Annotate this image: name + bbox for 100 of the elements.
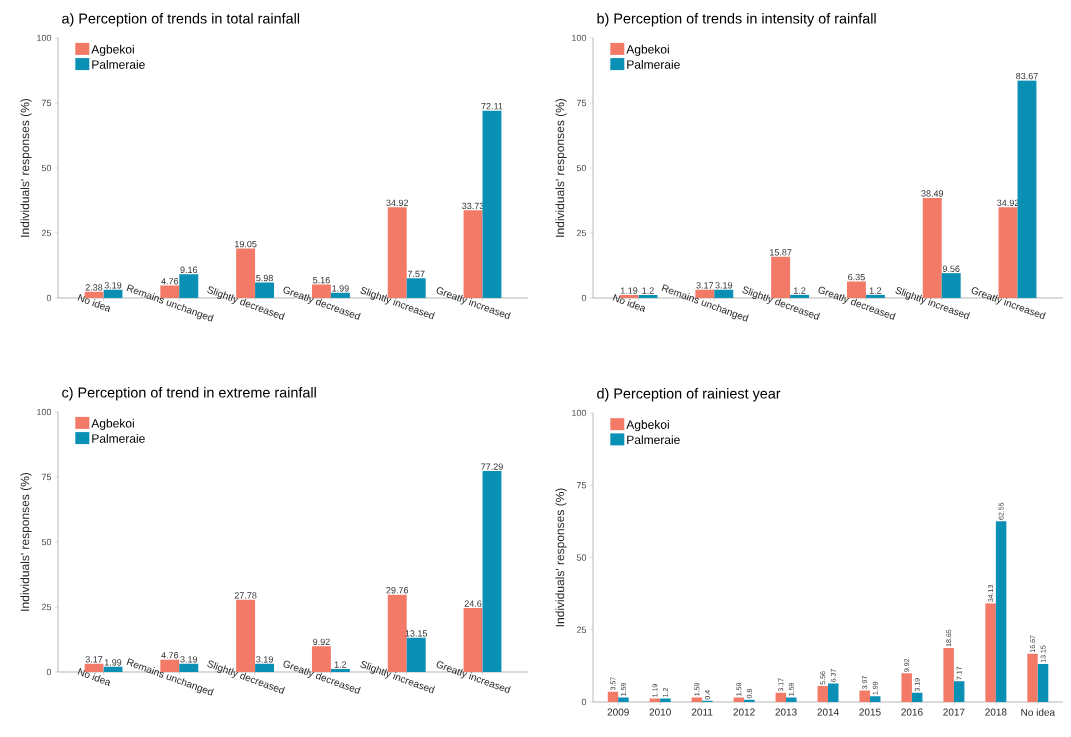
- legend-label: Palmeraie: [92, 60, 145, 69]
- bar: [406, 278, 426, 298]
- y-tick-label: 75: [41, 99, 52, 107]
- bar: [714, 289, 734, 298]
- y-tick-label: 0: [581, 698, 587, 706]
- data-label: 1.99: [332, 285, 349, 292]
- data-label: 7.57: [407, 270, 425, 278]
- x-tick-label: 2012: [733, 708, 755, 716]
- bar: [985, 603, 996, 702]
- bar: [255, 663, 275, 672]
- bar: [901, 673, 912, 702]
- data-label: 72.11: [481, 103, 503, 110]
- data-label: 3.19: [715, 282, 733, 289]
- bar: [1027, 653, 1038, 702]
- bar: [828, 683, 839, 702]
- bar: [179, 663, 199, 672]
- data-label: 83.67: [1016, 72, 1038, 80]
- bar: [482, 471, 502, 672]
- y-tick-label: 50: [41, 164, 52, 172]
- data-label: 5.16: [313, 277, 330, 284]
- x-tick-label: No idea: [612, 294, 645, 313]
- bar: [179, 274, 199, 298]
- y-tick-label: 0: [46, 668, 52, 676]
- y-tick-label: 100: [572, 34, 587, 42]
- legend-label: Palmeraie: [627, 60, 680, 69]
- bar: [660, 698, 671, 702]
- bar: [330, 292, 350, 298]
- x-tick-label: 2016: [901, 708, 923, 716]
- data-label: 3.19: [256, 656, 273, 663]
- bar: [618, 697, 629, 702]
- bar: [1017, 80, 1037, 298]
- bar: [406, 637, 426, 672]
- bar: [911, 692, 923, 702]
- bar: [103, 666, 123, 672]
- x-tick-label: 2015: [859, 708, 881, 716]
- y-tick-label: 25: [576, 229, 587, 237]
- y-tick-label: 25: [576, 626, 587, 633]
- data-label: 5.98: [256, 274, 273, 282]
- data-label: 1.19: [620, 287, 638, 294]
- legend-label: Palmeraie: [92, 434, 145, 443]
- data-label: 4.76: [161, 652, 179, 659]
- y-tick-label: 100: [37, 408, 52, 416]
- y-axis-title: Individuals' responses (%): [555, 98, 567, 237]
- bar: [330, 668, 350, 672]
- bar: [953, 681, 965, 702]
- x-tick-label: No idea: [1021, 708, 1056, 716]
- legend-label: Agbekoi: [626, 44, 669, 56]
- bar: [817, 685, 829, 702]
- bar: [943, 648, 954, 702]
- bar: [607, 691, 619, 702]
- y-axis-title: Individuals' responses (%): [20, 472, 32, 611]
- data-label: 27.78: [234, 592, 257, 599]
- bar: [995, 521, 1007, 702]
- x-tick-label: 2011: [691, 708, 713, 716]
- x-tick-label: No idea: [77, 294, 110, 313]
- bar: [771, 256, 791, 298]
- bar: [775, 692, 787, 702]
- legend-label: Agbekoi: [91, 418, 134, 430]
- bar: [103, 289, 123, 298]
- y-tick-label: 75: [576, 99, 587, 107]
- data-label: 29.76: [386, 587, 409, 594]
- legend-label: Palmeraie: [627, 435, 680, 445]
- y-tick-label: 100: [37, 34, 52, 42]
- data-label: 19.05: [235, 240, 257, 248]
- y-tick-label: 25: [41, 229, 52, 237]
- data-label: 38.49: [921, 190, 944, 197]
- y-tick-label: 50: [576, 164, 587, 172]
- y-tick-label: 0: [581, 294, 587, 302]
- x-tick-label: 2014: [817, 708, 839, 716]
- x-tick-label: 2013: [775, 708, 797, 716]
- bar: [236, 599, 256, 672]
- x-tick-label: 2017: [943, 708, 965, 716]
- bar: [482, 110, 502, 298]
- data-label: 1.2: [334, 661, 347, 668]
- bar: [236, 248, 256, 298]
- data-label: 9.16: [180, 266, 198, 273]
- legend-label: Agbekoi: [626, 420, 669, 432]
- bar: [733, 697, 745, 702]
- y-tick-label: 50: [41, 538, 52, 546]
- bar: [790, 294, 810, 298]
- data-label: 9.92: [313, 638, 330, 646]
- x-tick-label: 2018: [985, 708, 1007, 716]
- bar: [941, 273, 961, 298]
- data-label: 24.6: [464, 600, 482, 607]
- y-tick-label: 0: [46, 294, 52, 302]
- data-label: 4.76: [161, 278, 179, 285]
- data-label: 1.2: [794, 287, 806, 294]
- bar: [859, 690, 870, 702]
- x-tick-label: No idea: [77, 668, 110, 687]
- y-tick-label: 75: [576, 482, 587, 489]
- bar: [865, 294, 885, 298]
- bar: [691, 697, 703, 702]
- bar: [255, 282, 275, 298]
- bar: [638, 294, 658, 298]
- data-label: 34.92: [386, 199, 409, 207]
- y-tick-label: 25: [41, 603, 52, 611]
- data-label: 1.2: [869, 287, 882, 294]
- y-tick-label: 75: [41, 473, 52, 481]
- chart-title: a) Perception of trends in total rainfall: [62, 13, 300, 27]
- x-tick-label: 2010: [649, 708, 671, 716]
